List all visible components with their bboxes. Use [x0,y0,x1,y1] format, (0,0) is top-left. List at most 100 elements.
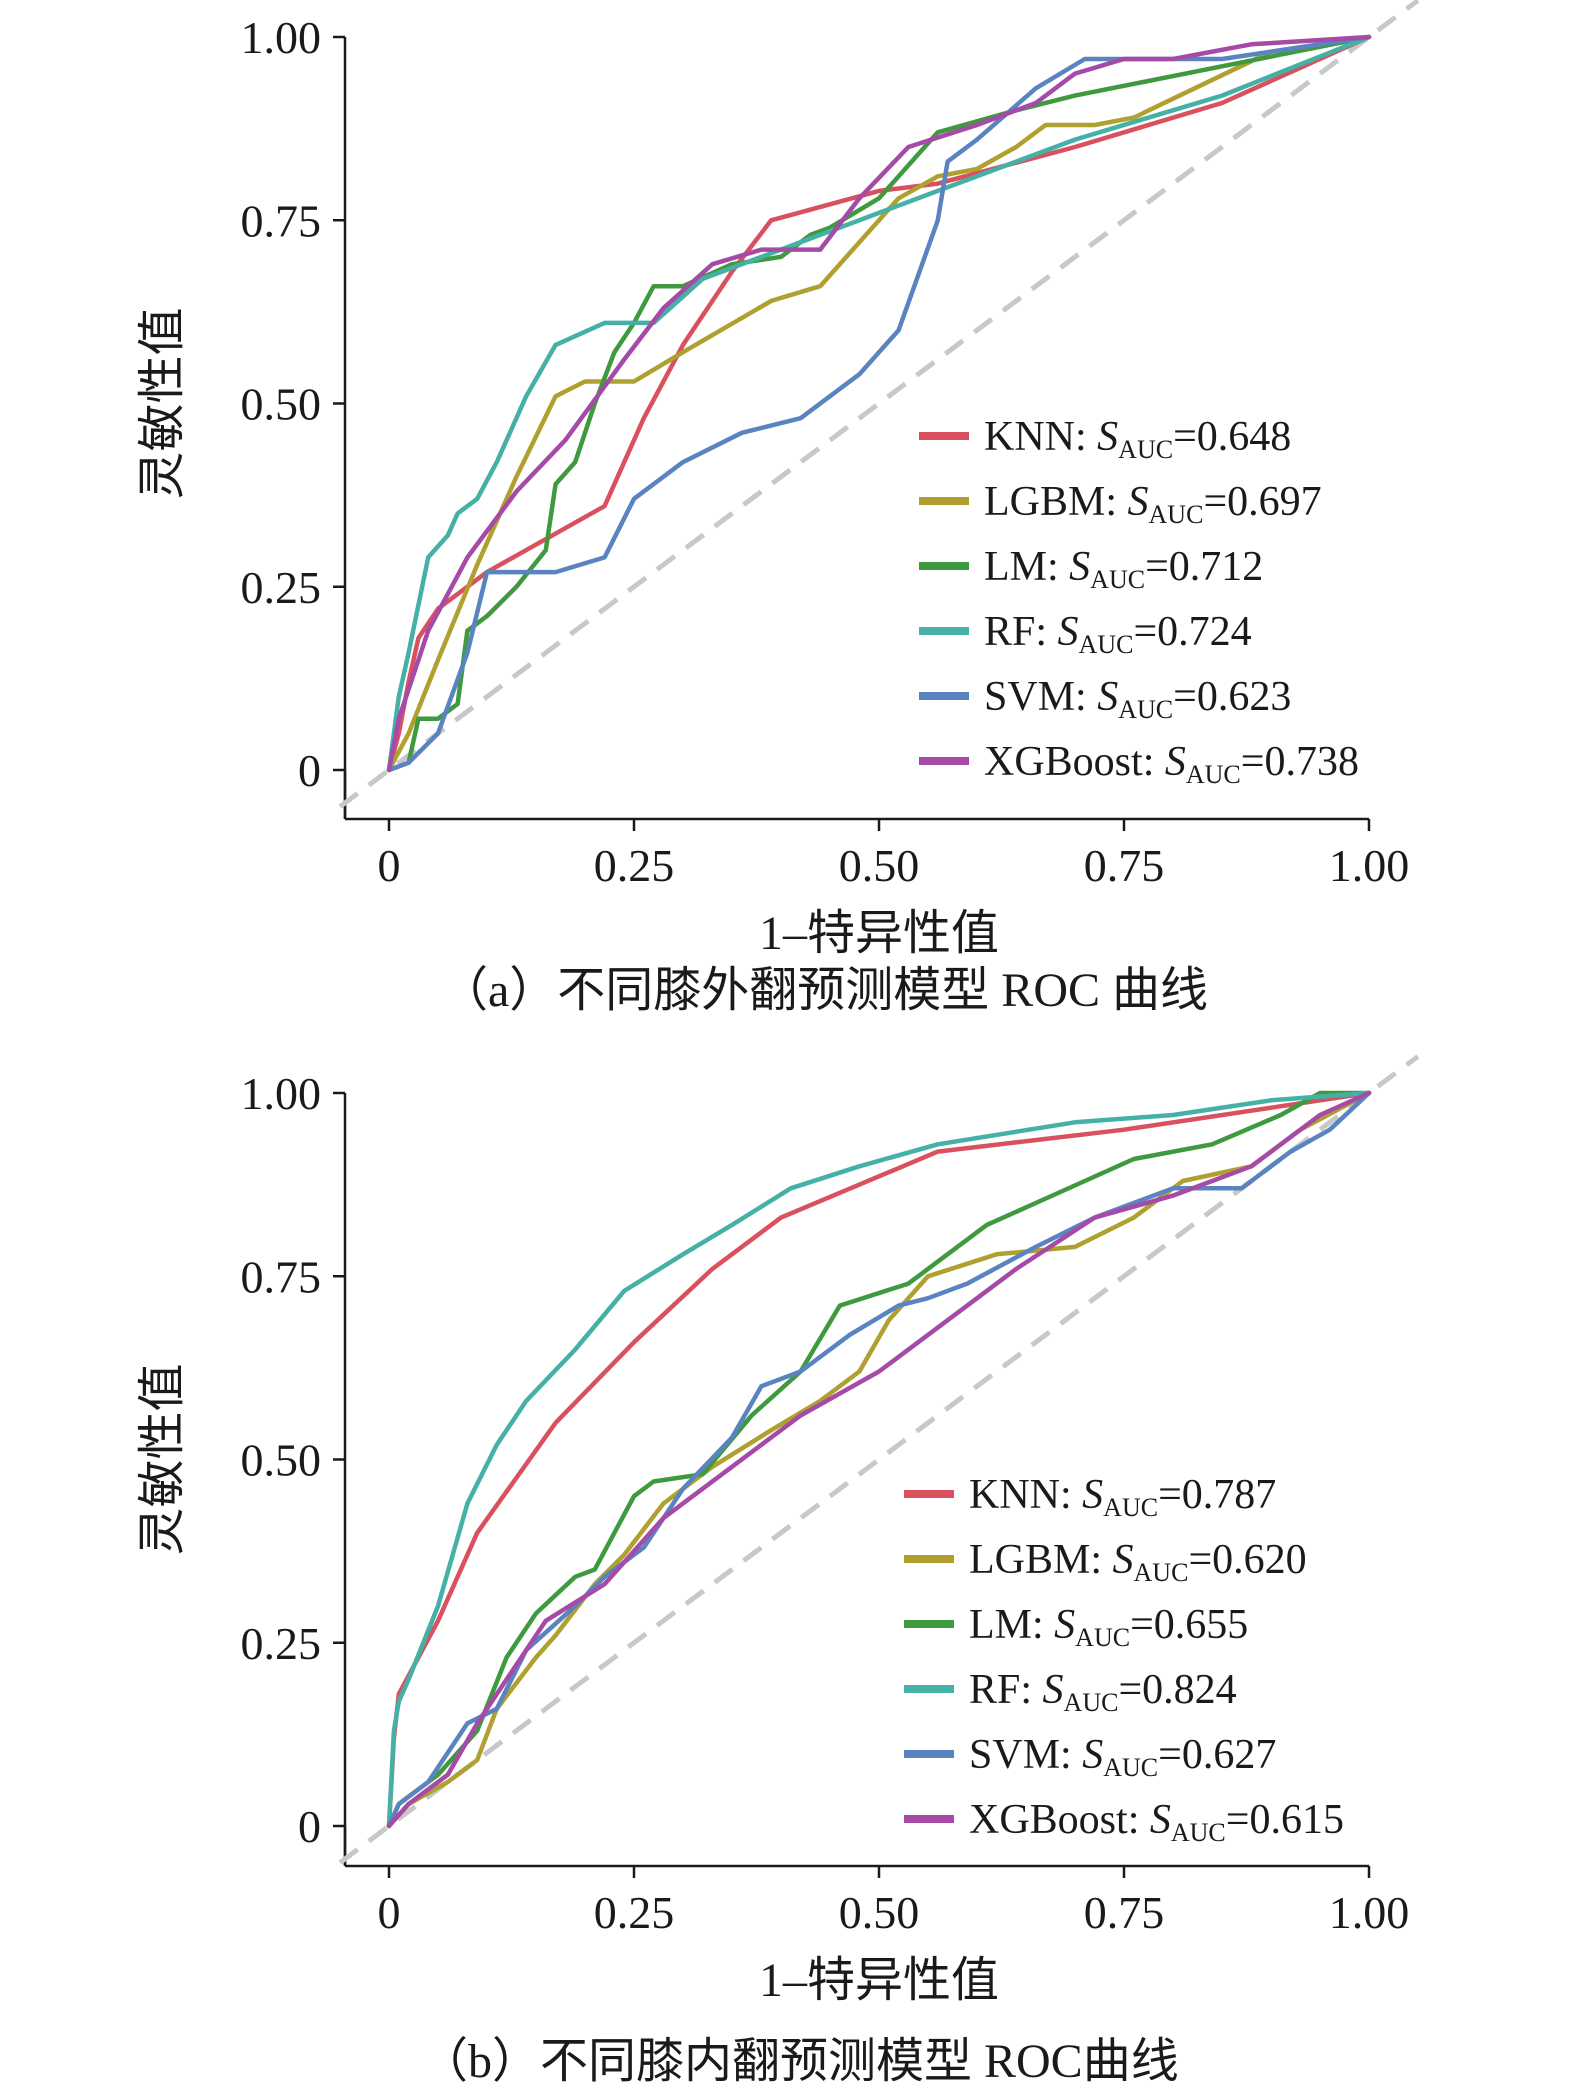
legend-colon: : [1035,609,1057,655]
panel-caption: （a）不同膝外翻预测模型 ROC 曲线 [440,964,1208,1017]
x-tick-label: 0.50 [839,1887,920,1938]
y-axis-title: 灵敏性值 [136,1363,189,1555]
legend-entry-xgboost: XGBoost: SAUC=0.615 [969,1797,1344,1847]
legend-auc-subscript: AUC [1075,1623,1130,1652]
x-tick-label: 0.75 [1084,840,1165,891]
legend-colon: : [1047,544,1069,590]
legend-equals: = [1203,479,1227,525]
legend-auc-subscript: AUC [1118,695,1173,724]
legend-series-name: LGBM [984,479,1105,525]
roc-curve-knn [386,1090,1372,1829]
legend-equals: = [1226,1797,1250,1843]
roc-curve-svm [386,34,1372,773]
legend-series-name: SVM [984,674,1075,720]
legend-colon: : [1075,674,1097,720]
legend-s-symbol: S [1054,1602,1075,1648]
roc-curve-svm [386,1090,1372,1829]
legend-auc-subscript: AUC [1118,435,1173,464]
legend-series-name: RF [984,609,1035,655]
legend-s-symbol: S [1082,1472,1103,1518]
legend-auc-value: 0.712 [1169,544,1264,590]
x-tick-label: 0 [378,1887,401,1938]
legend-colon: : [1060,1472,1082,1518]
legend-auc-value: 0.655 [1154,1602,1249,1648]
legend-series-name: KNN [969,1472,1060,1518]
legend-entry-rf: RF: SAUC=0.724 [984,609,1252,659]
legend-colon: : [1105,479,1127,525]
y-tick-label: 0 [298,745,321,796]
roc-curve-lm [386,1090,1372,1829]
roc-curve-lm [386,34,1372,773]
y-tick-label: 0.75 [241,1251,322,1302]
roc-curve-rf [386,1090,1372,1829]
legend-s-symbol: S [1082,1732,1103,1778]
y-tick-label: 0.25 [241,1618,322,1669]
legend-equals: = [1188,1537,1212,1583]
y-axis-title: 灵敏性值 [136,307,189,499]
diagonal-reference-line [338,1054,1420,1865]
legend-series-name: XGBoost [984,739,1143,785]
legend-auc-subscript: AUC [1134,1558,1189,1587]
x-tick-label: 0.25 [594,840,675,891]
legend-auc-subscript: AUC [1149,500,1204,529]
legend-auc-value: 0.627 [1182,1732,1277,1778]
legend-s-symbol: S [1069,544,1090,590]
roc-panel-a: 0 0.25 0.50 0.75 1.00 0 0.25 0.50 0.75 1.00 1–特异性值… [136,0,1420,1017]
legend-auc-value: 0.824 [1142,1667,1237,1713]
legend-s-symbol: S [1113,1537,1134,1583]
legend-equals: = [1173,414,1197,460]
legend-s-symbol: S [1097,414,1118,460]
legend-auc-subscript: AUC [1064,1688,1119,1717]
y-tick-label: 0.50 [241,1435,322,1486]
legend-equals: = [1133,609,1157,655]
legend-entry-rf: RF: SAUC=0.824 [969,1667,1237,1717]
legend-auc-value: 0.623 [1197,674,1292,720]
x-tick-label: 0 [378,840,401,891]
legend-series-name: LGBM [969,1537,1090,1583]
legend-equals: = [1130,1602,1154,1648]
legend-auc-subscript: AUC [1171,1818,1226,1847]
legend-auc-value: 0.724 [1157,609,1252,655]
legend-colon: : [1032,1602,1054,1648]
legend-auc-subscript: AUC [1103,1753,1158,1782]
legend-entry-lgbm: LGBM: SAUC=0.697 [984,479,1322,529]
roc-curve-lgbm [386,1090,1372,1829]
legend-equals: = [1173,674,1197,720]
legend-entry-lm: LM: SAUC=0.712 [984,544,1263,594]
legend-colon: : [1090,1537,1112,1583]
legend-auc-value: 0.697 [1227,479,1322,525]
legend-entry-svm: SVM: SAUC=0.627 [969,1732,1276,1782]
legend-auc-subscript: AUC [1090,565,1145,594]
legend-entry-xgboost: XGBoost: SAUC=0.738 [984,739,1359,789]
legend-auc-value: 0.738 [1264,739,1359,785]
legend-auc-value: 0.648 [1197,414,1292,460]
legend-entry-lgbm: LGBM: SAUC=0.620 [969,1537,1307,1587]
roc-curve-xgboost [386,34,1372,773]
legend-colon: : [1143,739,1165,785]
legend-entry-svm: SVM: SAUC=0.623 [984,674,1291,724]
legend-series-name: LM [969,1602,1032,1648]
roc-curve-xgboost [386,1090,1372,1829]
y-tick-label: 1.00 [241,1068,322,1119]
legend-colon: : [1020,1667,1042,1713]
diagonal-reference-line [338,0,1420,809]
legend-equals: = [1241,739,1265,785]
legend-s-symbol: S [1150,1797,1171,1843]
legend-auc-subscript: AUC [1186,760,1241,789]
x-tick-label: 0.25 [594,1887,675,1938]
y-tick-label: 1.00 [241,12,322,63]
y-tick-label: 0 [298,1801,321,1852]
legend-series-name: SVM [969,1732,1060,1778]
x-tick-label: 1.00 [1329,1887,1410,1938]
x-axis-title: 1–特异性值 [759,907,999,960]
legend-auc-subscript: AUC [1079,630,1134,659]
roc-panel-b: 0 0.25 0.50 0.75 1.00 0 0.25 0.50 0.75 1.00 1–特异性值… [136,1054,1420,2088]
legend-equals: = [1118,1667,1142,1713]
legend-s-symbol: S [1043,1667,1064,1713]
panel-caption: （b）不同膝内翻预测模型 ROC曲线 [420,2035,1179,2088]
legend-entry-lm: LM: SAUC=0.655 [969,1602,1248,1652]
legend-s-symbol: S [1058,609,1079,655]
legend-series-name: LM [984,544,1047,590]
legend-series-name: XGBoost [969,1797,1128,1843]
